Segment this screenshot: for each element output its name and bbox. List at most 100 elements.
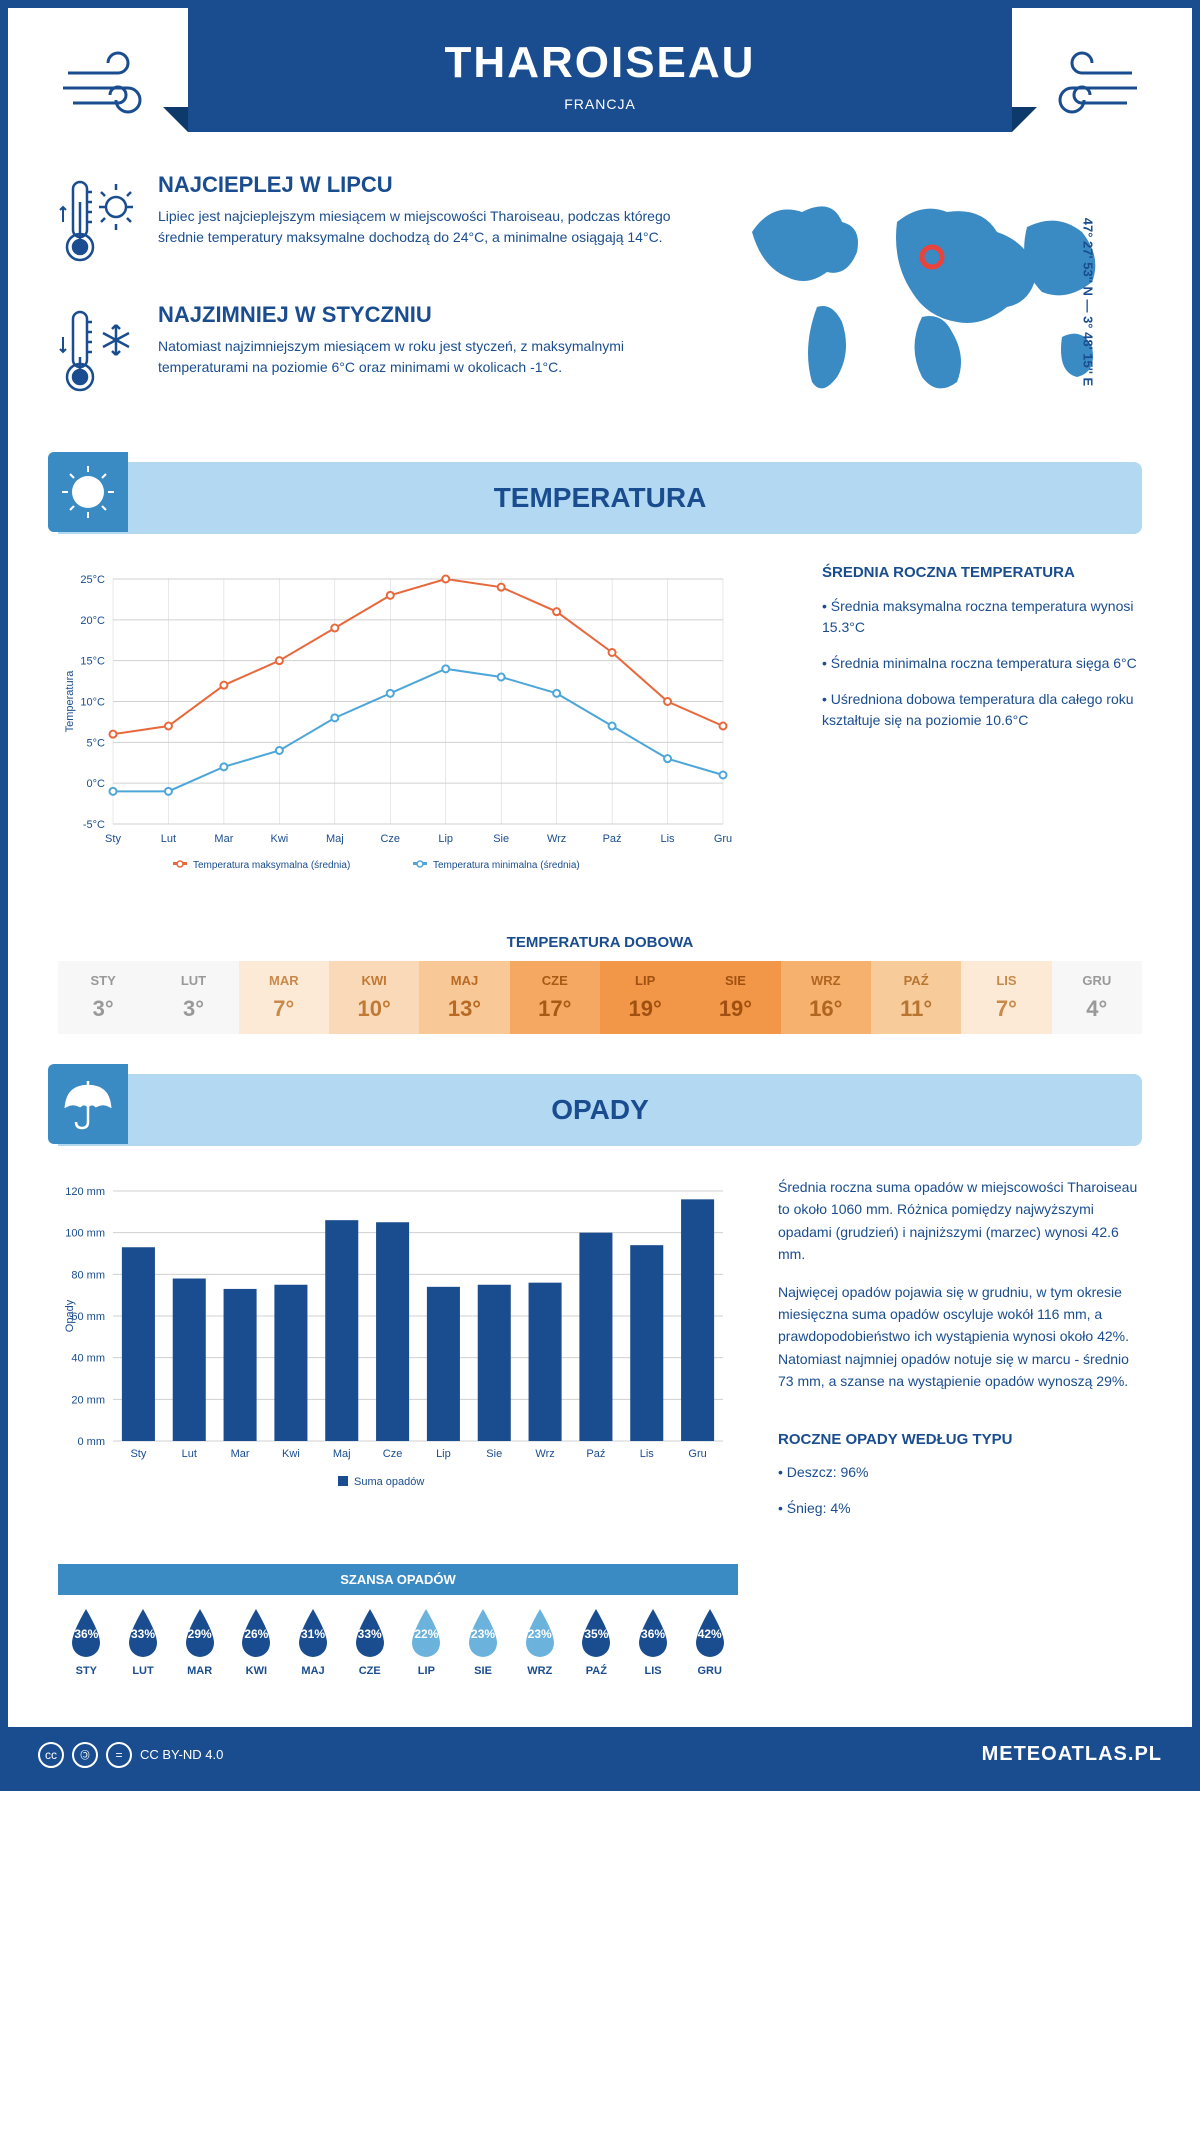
daily-value: 17°	[510, 996, 600, 1022]
svg-text:Temperatura minimalna (średnia: Temperatura minimalna (średnia)	[433, 860, 580, 871]
svg-text:Mar: Mar	[214, 833, 233, 845]
top-facts-section: NAJCIEPLEJ W LIPCU Lipiec jest najcieple…	[8, 132, 1192, 462]
chance-month: STY	[58, 1665, 115, 1677]
chance-cell: 33% CZE	[341, 1605, 398, 1677]
drop-icon: 23%	[461, 1605, 505, 1659]
city-name: THAROISEAU	[188, 38, 1012, 88]
svg-text:Sie: Sie	[493, 833, 509, 845]
stats-item: • Uśredniona dobowa temperatura dla całe…	[822, 689, 1142, 731]
svg-text:Gru: Gru	[714, 833, 732, 845]
svg-text:Cze: Cze	[383, 1448, 403, 1460]
drop-icon: 22%	[404, 1605, 448, 1659]
svg-text:100 mm: 100 mm	[65, 1228, 105, 1240]
precipitation-text: Średnia roczna suma opadów w miejscowośc…	[778, 1176, 1142, 1534]
svg-text:Lip: Lip	[436, 1448, 451, 1460]
svg-text:Wrz: Wrz	[547, 833, 566, 845]
daily-temp-title: TEMPERATURA DOBOWA	[8, 934, 1192, 951]
stats-title: ŚREDNIA ROCZNA TEMPERATURA	[822, 564, 1142, 581]
chance-month: MAR	[171, 1665, 228, 1677]
chance-month: CZE	[341, 1665, 398, 1677]
daily-month: STY	[58, 973, 148, 988]
chance-cell: 23%WRZ	[511, 1605, 568, 1677]
svg-text:80 mm: 80 mm	[71, 1269, 105, 1281]
temperature-section-header: TEMPERATURA	[58, 462, 1142, 534]
daily-month: MAR	[239, 973, 329, 988]
svg-text:Cze: Cze	[380, 833, 400, 845]
precip-type-item: • Śnieg: 4%	[778, 1498, 1142, 1519]
svg-text:Sty: Sty	[130, 1448, 146, 1460]
chance-value: 31%	[301, 1627, 325, 1641]
daily-month: SIE	[690, 973, 780, 988]
drop-icon: 36%	[64, 1605, 108, 1659]
chance-value: 33%	[358, 1627, 382, 1641]
coldest-title: NAJZIMNIEJ W STYCZNIU	[158, 302, 692, 328]
svg-text:-5°C: -5°C	[83, 819, 105, 831]
svg-text:Mar: Mar	[231, 1448, 250, 1460]
svg-text:0°C: 0°C	[87, 778, 106, 790]
daily-value: 19°	[600, 996, 690, 1022]
daily-month: WRZ	[781, 973, 871, 988]
coldest-text: Natomiast najzimniejszym miesiącem w rok…	[158, 336, 692, 378]
svg-text:Wrz: Wrz	[535, 1448, 554, 1460]
drop-icon: 42%	[688, 1605, 732, 1659]
daily-value: 4°	[1052, 996, 1142, 1022]
temperature-section: -5°C0°C5°C10°C15°C20°C25°CStyLutMarKwiMa…	[8, 534, 1192, 914]
precip-para-1: Średnia roczna suma opadów w miejscowośc…	[778, 1176, 1142, 1266]
daily-cell: MAJ13°	[419, 961, 509, 1034]
warmest-fact: NAJCIEPLEJ W LIPCU Lipiec jest najcieple…	[58, 172, 692, 272]
license-block: cc 🄯 = CC BY-ND 4.0	[38, 1742, 223, 1768]
drop-icon: 29%	[178, 1605, 222, 1659]
svg-text:20°C: 20°C	[80, 615, 105, 627]
temperature-title: TEMPERATURA	[494, 482, 707, 513]
wind-icon-left	[58, 48, 168, 128]
svg-text:5°C: 5°C	[87, 737, 106, 749]
page-container: THAROISEAU FRANCJA NAJCIEPLEJ W LIPCU Li…	[0, 0, 1200, 1791]
by-icon: 🄯	[72, 1742, 98, 1768]
daily-value: 7°	[961, 996, 1051, 1022]
chance-value: 26%	[244, 1627, 268, 1641]
svg-text:Lut: Lut	[161, 833, 176, 845]
chance-value: 33%	[131, 1627, 155, 1641]
daily-value: 3°	[148, 996, 238, 1022]
chance-value: 35%	[584, 1627, 608, 1641]
svg-text:Sie: Sie	[486, 1448, 502, 1460]
svg-text:Kwi: Kwi	[282, 1448, 300, 1460]
svg-text:15°C: 15°C	[80, 656, 105, 668]
svg-text:20 mm: 20 mm	[71, 1394, 105, 1406]
chance-value: 23%	[528, 1627, 552, 1641]
chance-cell: 35%PAŹ	[568, 1605, 625, 1677]
temperature-stats: ŚREDNIA ROCZNA TEMPERATURA • Średnia mak…	[822, 564, 1142, 884]
chance-month: KWI	[228, 1665, 285, 1677]
chance-month: GRU	[681, 1665, 738, 1677]
header-banner: THAROISEAU FRANCJA	[188, 8, 1012, 132]
drop-icon: 26%	[234, 1605, 278, 1659]
license-text: CC BY-ND 4.0	[140, 1747, 223, 1762]
svg-text:Lis: Lis	[661, 833, 676, 845]
chance-cell: 29% MAR	[171, 1605, 228, 1677]
daily-value: 11°	[871, 996, 961, 1022]
stats-item: • Średnia minimalna roczna temperatura s…	[822, 653, 1142, 674]
svg-text:Lis: Lis	[640, 1448, 655, 1460]
daily-cell: WRZ 16°	[781, 961, 871, 1034]
chance-value: 29%	[188, 1627, 212, 1641]
daily-cell: PAŹ11°	[871, 961, 961, 1034]
chance-month: SIE	[455, 1665, 512, 1677]
chance-cell: 42% GRU	[681, 1605, 738, 1677]
svg-text:Sty: Sty	[105, 833, 121, 845]
site-name: METEOATLAS.PL	[982, 1743, 1162, 1766]
daily-value: 10°	[329, 996, 419, 1022]
chance-cell: 33% LUT	[115, 1605, 172, 1677]
svg-text:Lut: Lut	[182, 1448, 197, 1460]
precip-type-title: ROCZNE OPADY WEDŁUG TYPU	[778, 1428, 1142, 1452]
chance-cell: 23% SIE	[455, 1605, 512, 1677]
daily-value: 16°	[781, 996, 871, 1022]
daily-month: CZE	[510, 973, 600, 988]
chance-row: 36%STY33%LUT29%MAR26%KWI31%MAJ33%CZE22%L…	[8, 1595, 788, 1697]
svg-text:Temperatura maksymalna (średni: Temperatura maksymalna (średnia)	[193, 860, 350, 871]
drop-icon: 31%	[291, 1605, 335, 1659]
daily-value: 19°	[690, 996, 780, 1022]
chance-month: LUT	[115, 1665, 172, 1677]
chance-cell: 31%MAJ	[285, 1605, 342, 1677]
svg-text:Maj: Maj	[326, 833, 344, 845]
umbrella-icon	[48, 1064, 128, 1144]
